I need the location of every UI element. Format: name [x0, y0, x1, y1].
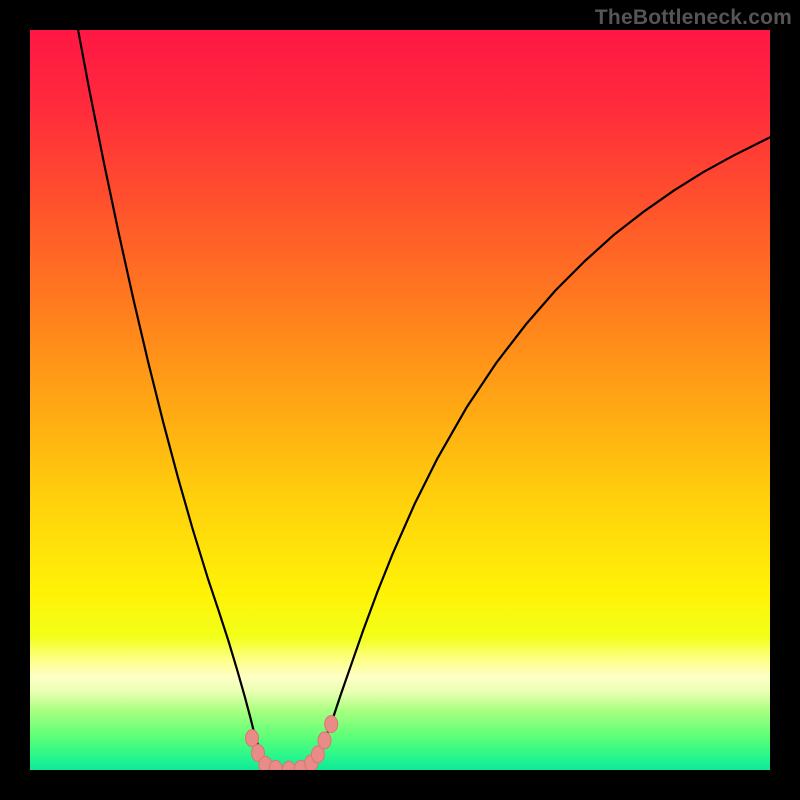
curve-marker: [246, 730, 259, 747]
watermark-text: TheBottleneck.com: [595, 6, 792, 30]
gradient-background: [30, 30, 770, 770]
curve-marker: [318, 732, 331, 749]
curve-marker: [325, 716, 338, 733]
chart-svg: [30, 30, 770, 770]
bottleneck-chart: [30, 30, 770, 770]
